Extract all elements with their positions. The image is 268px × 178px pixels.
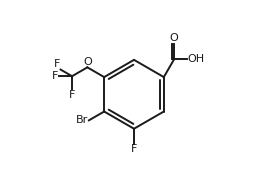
Text: O: O	[83, 57, 92, 67]
Text: F: F	[54, 59, 60, 69]
Text: F: F	[69, 90, 75, 100]
Text: Br: Br	[76, 115, 88, 125]
Text: OH: OH	[188, 54, 205, 64]
Text: F: F	[52, 71, 58, 81]
Text: F: F	[131, 144, 137, 154]
Text: O: O	[170, 33, 178, 43]
